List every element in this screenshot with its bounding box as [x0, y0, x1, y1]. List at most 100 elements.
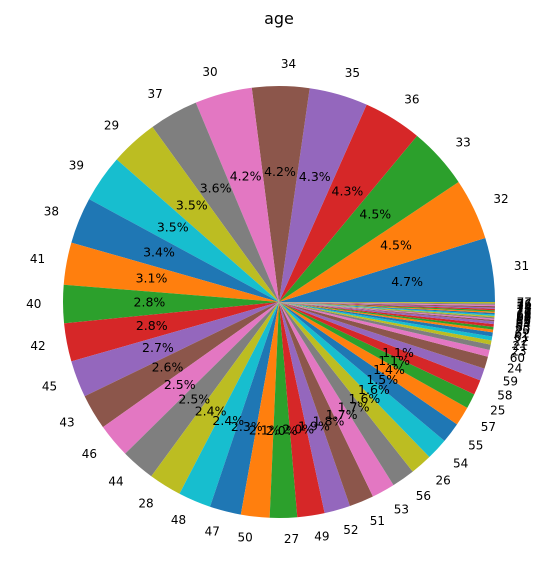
slice-label-68: 68: [516, 309, 531, 323]
pie-slice-20: [279, 302, 494, 330]
pie-slice-53: [279, 302, 394, 497]
pie-slice-65: [279, 302, 495, 322]
slice-label-77: 77: [517, 295, 532, 309]
slice-label-38: 38: [44, 205, 59, 219]
percent-label-42: 2.8%: [136, 318, 168, 333]
pie-slice-68: [279, 302, 495, 316]
slice-label-53: 53: [394, 503, 409, 517]
slice-label-47: 47: [205, 525, 220, 539]
slice-label-30: 30: [202, 65, 217, 79]
pie-slice-74: [279, 302, 495, 308]
slice-label-41: 41: [30, 252, 45, 266]
pie-slice-46: [102, 302, 280, 454]
pie-slice-44: [125, 302, 279, 477]
pie-slice-59: [279, 302, 485, 381]
percent-label-48: 2.4%: [212, 413, 244, 428]
percent-label-31: 4.7%: [391, 274, 423, 289]
slice-label-51: 51: [370, 514, 385, 528]
percent-label-49: 2.0%: [282, 422, 314, 437]
slice-label-33: 33: [456, 136, 471, 150]
slice-label-61: 61: [514, 330, 529, 344]
slice-label-58: 58: [497, 389, 512, 403]
slice-label-37: 37: [148, 87, 163, 101]
pie-slice-24: [279, 302, 488, 369]
percent-label-37: 3.6%: [200, 180, 232, 195]
slice-label-71: 71: [516, 304, 531, 318]
percent-label-30: 4.2%: [230, 168, 262, 183]
pie-slice-64: [279, 302, 495, 325]
pie-slice-37: [152, 102, 279, 302]
pie-slice-52: [279, 302, 350, 514]
percent-label-56: 1.7%: [338, 400, 370, 415]
percent-label-46: 2.5%: [164, 377, 196, 392]
percent-label-36: 4.3%: [332, 183, 364, 198]
pie-slice-62: [279, 302, 494, 333]
slice-label-72: 72: [517, 303, 532, 317]
pie-slice-72: [279, 302, 495, 311]
pie-slice-76: [279, 302, 495, 305]
pie-slice-56: [279, 302, 413, 486]
pie-slice-22: [279, 302, 493, 341]
percent-label-43: 2.6%: [152, 360, 184, 375]
pie-slice-47: [210, 302, 279, 515]
slice-label-60: 60: [510, 351, 525, 365]
pie-slice-70: [279, 302, 495, 314]
slice-label-67: 67: [516, 311, 531, 325]
slice-label-49: 49: [314, 530, 329, 544]
slice-label-19: 19: [516, 312, 531, 326]
slice-label-46: 46: [82, 447, 97, 461]
percent-label-47: 2.3%: [231, 419, 263, 434]
pie-slice-35: [279, 88, 367, 302]
slice-label-65: 65: [516, 315, 531, 329]
slice-label-43: 43: [59, 416, 74, 430]
slice-label-56: 56: [416, 489, 431, 503]
pie-slice-63: [279, 302, 494, 327]
pie-slice-28: [151, 302, 279, 494]
slice-label-32: 32: [493, 192, 508, 206]
slice-label-57: 57: [481, 420, 496, 434]
pie-slice-23: [279, 302, 491, 351]
slice-label-76: 76: [517, 297, 532, 311]
pie-slice-27: [269, 302, 298, 519]
percent-label-28: 2.4%: [195, 404, 227, 419]
slice-label-34: 34: [281, 57, 296, 71]
slice-label-40: 40: [26, 297, 41, 311]
slice-label-27: 27: [284, 532, 299, 546]
slice-label-63: 63: [515, 320, 530, 334]
percent-label-50: 2.1%: [249, 422, 281, 437]
percent-label-40: 2.8%: [134, 295, 166, 310]
percent-label-52: 1.9%: [298, 418, 330, 433]
pie-slice-41: [63, 242, 279, 302]
slice-label-22: 22: [513, 335, 528, 349]
pie-slice-26: [279, 302, 430, 472]
pie-slice-48: [179, 302, 279, 507]
pie-slice-25: [279, 302, 475, 408]
percent-label-27: 2.0%: [266, 423, 298, 438]
percent-label-45: 2.7%: [142, 340, 174, 355]
percent-label-57: 1.4%: [373, 362, 405, 377]
slice-label-55: 55: [468, 438, 483, 452]
percent-label-38: 3.4%: [143, 245, 175, 260]
slice-label-36: 36: [404, 93, 419, 107]
pie-slice-67: [279, 302, 495, 318]
slice-label-39: 39: [69, 159, 84, 173]
slice-label-45: 45: [42, 379, 57, 393]
slice-label-59: 59: [503, 374, 518, 388]
pie-slice-19: [279, 302, 495, 319]
percent-label-53: 1.7%: [326, 407, 358, 422]
pie-slice-33: [279, 135, 459, 302]
pie-slice-21: [279, 302, 492, 345]
percent-label-29: 3.5%: [176, 198, 208, 213]
pie-slice-60: [279, 302, 490, 357]
slice-label-35: 35: [345, 66, 360, 80]
percent-label-34: 4.2%: [264, 164, 296, 179]
slice-label-50: 50: [238, 531, 253, 545]
slice-label-74: 74: [517, 300, 532, 314]
pie-slice-54: [279, 302, 445, 458]
pie-slice-29: [116, 126, 279, 302]
pie-slice-42: [64, 302, 279, 362]
percent-label-58: 1.1%: [382, 345, 414, 360]
slice-label-64: 64: [516, 317, 531, 331]
percent-label-51: 1.8%: [313, 413, 345, 428]
